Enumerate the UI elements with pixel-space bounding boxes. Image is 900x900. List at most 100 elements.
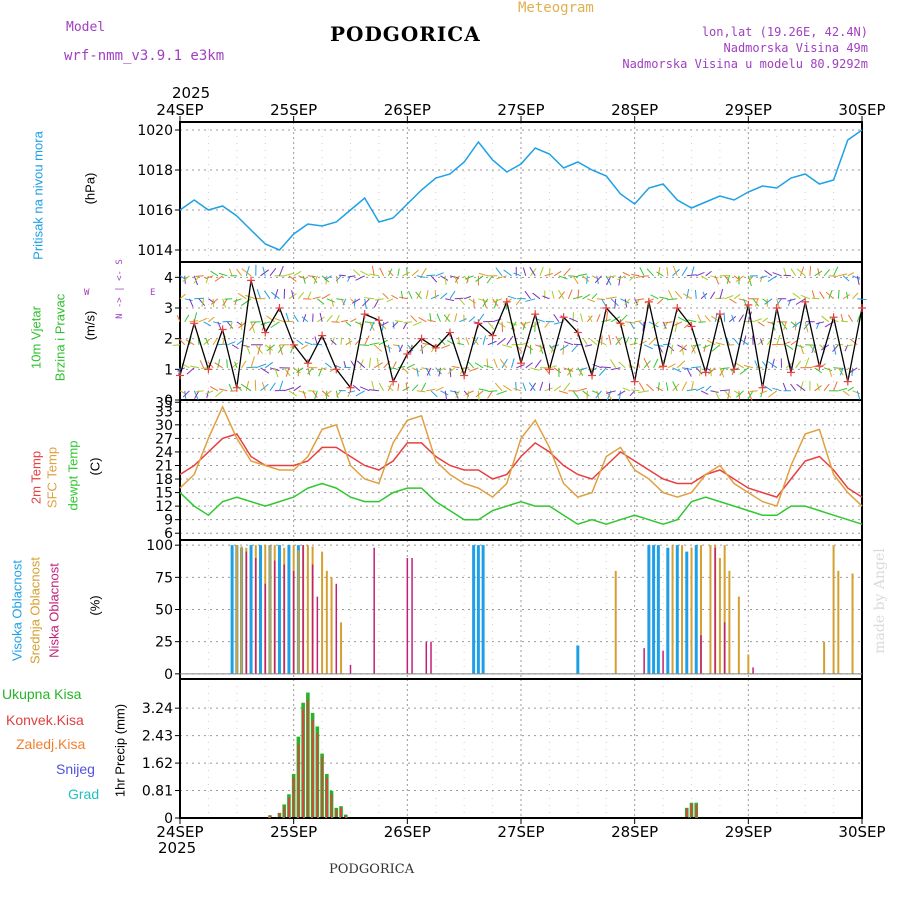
cloud-ytick-label: 25 [155,635,173,651]
x-date-label-bottom: 28SEP [611,823,658,841]
wind-arrow [529,266,536,277]
wind-arrow [558,390,568,394]
wind-arrow [783,321,787,330]
wind-arrow [307,367,311,376]
legend-total-precip: Ukupna Kisa [2,686,82,702]
wind-arrow [634,298,645,301]
wind-arrow [783,267,787,276]
wind-arrow [359,386,370,392]
wind-arrow [705,270,712,277]
wind-arrow [511,358,515,368]
wind-arrow [620,314,628,323]
wind-arrow [852,292,859,300]
wind-arrow [494,382,503,392]
wind-arrow [465,390,474,396]
wind-arrow [720,367,730,370]
wind-arrow [430,390,438,398]
wind-arrow [683,321,692,329]
wind-arrow [842,275,850,282]
wind-arrow [549,344,560,349]
wind-arrow [811,344,816,354]
wind-arrow [586,275,588,284]
x-date-label-bottom: 27SEP [497,823,544,841]
wind-arrow [184,314,190,323]
wind-arrow [426,367,432,376]
wind-arrow [729,298,737,304]
precip-conv-bar [330,794,333,818]
wind-arrow [237,292,247,300]
wind-arrow [513,388,522,392]
wind-arrow [666,298,678,301]
wind-arrow [298,291,305,300]
wind-arrow [825,291,834,300]
wind-arrow [443,314,451,323]
precip-unit-label: 1hr Precip (mm) [112,703,128,798]
wind-arrow [493,358,498,368]
wind-arrow [388,270,394,277]
wind-arrow [381,321,389,327]
wind-arrow [371,380,375,391]
wind-arrow [510,321,517,330]
compass-w: W [84,288,90,298]
wind-arrow [804,321,809,333]
wind-arrow [364,298,367,309]
temp-series-sfc-temp [179,404,863,508]
wind-arrow [759,275,768,279]
wind-axis-label-1: 10m Vjetar [28,306,44,369]
wind-arrow [321,390,330,397]
wind-arrow [397,383,400,391]
wind-arrow [314,390,318,400]
wind-arrow [719,288,724,299]
wind-arrow [606,296,617,300]
wind-arrow [625,321,634,324]
wind-arrow [250,356,255,368]
wind-arrow [516,364,525,369]
wind-axis-label-2: Brzina i Pravac [52,293,68,382]
wind-arrow [411,269,419,277]
wind-arrow [301,316,309,323]
wind-arrow [236,268,242,277]
wind-arrow [828,289,833,299]
wind-arrow [610,316,621,323]
wind-arrow [739,367,749,375]
wind-arrow [298,275,307,280]
wind-arrow [617,390,626,396]
wind-arrow [205,337,209,345]
wind-arrow [469,367,479,372]
wind-arrow [312,275,318,284]
wind-arrow [334,364,342,369]
pressure-ytick-label: 1016 [137,203,173,219]
wind-arrow [185,339,195,346]
wind-arrow [411,367,420,373]
wind-ytick-label: 3 [164,301,173,317]
wind-arrow [182,275,190,283]
wind-arrow [336,390,342,397]
wind-arrow [492,298,503,303]
wind-arrow [229,321,233,330]
wind-arrow [562,344,565,355]
wind-arrow [821,315,830,323]
wind-arrow [849,338,858,346]
wind-arrow [842,390,850,396]
wind-arrow [579,367,588,371]
x-date-label-top: 30SEP [838,101,885,119]
wind-arrow [478,388,488,392]
precip-conv-bar [335,809,338,818]
wind-arrow [605,390,616,394]
wind-arrow [266,315,276,323]
wind-arrow [347,390,356,394]
wind-arrow [747,275,754,284]
wind-ytick-label: 1 [164,362,173,378]
wind-arrow [474,362,484,369]
wind-arrow [672,367,682,373]
wind-arrow [681,266,688,277]
wind-arrow [495,267,503,277]
wind-arrow [369,389,379,392]
wind-arrow [411,384,419,392]
wind-arrow [706,339,716,346]
wind-arrow [269,267,277,277]
wind-arrow [392,321,395,329]
wind-arrow [441,344,451,349]
wind-arrow [525,344,534,351]
wind-arrow [378,382,385,392]
